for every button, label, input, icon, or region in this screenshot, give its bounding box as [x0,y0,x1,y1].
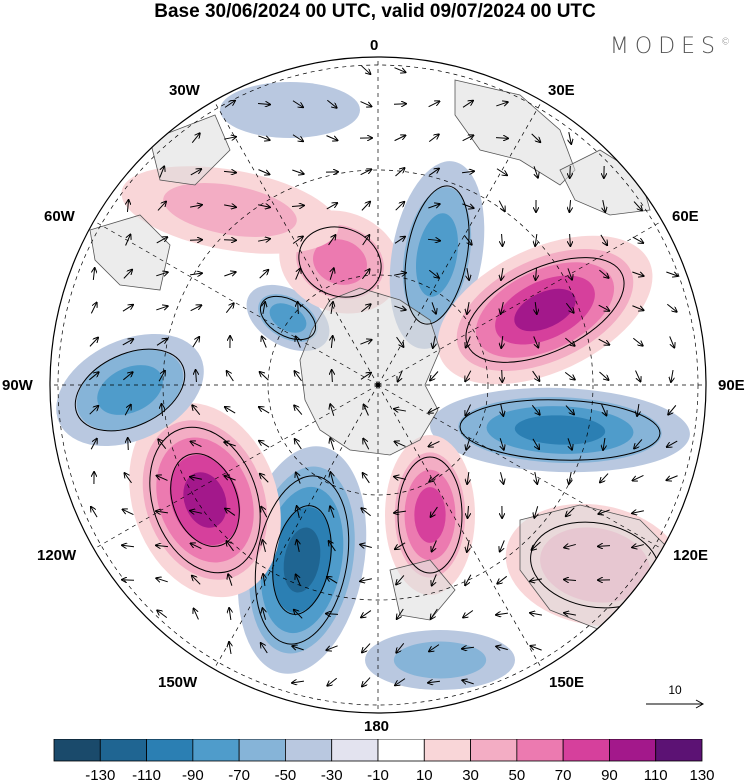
colorbar-tick-label: 130 [677,767,727,784]
lon-label-180: 180 [364,718,389,735]
colorbar-swatch [239,739,285,761]
lon-label-120e: 120E [673,547,708,564]
colorbar-swatch [471,739,517,761]
colorbar-tick-label: -90 [168,767,218,784]
anomaly-contour [220,82,360,138]
colorbar-swatch [656,739,702,761]
colorbar-swatch [563,739,609,761]
colorbar-swatch [193,739,239,761]
anomaly-contour [414,487,445,543]
colorbar-swatch [332,739,378,761]
colorbar-swatch [517,739,563,761]
colorbar-swatch [54,739,100,761]
colorbar-tick-label: 70 [538,767,588,784]
colorbar-tick-label: -70 [214,767,264,784]
colorbar-tick-label: 30 [446,767,496,784]
colorbar-tick-label: -30 [307,767,357,784]
colorbar-tick-label: 110 [631,767,681,784]
colorbar-tick-label: -10 [353,767,403,784]
lon-label-30e: 30E [548,82,575,99]
reference-vector-label: 10 [644,683,706,697]
colorbar-swatch [378,739,424,761]
wind-vector [502,370,503,382]
colorbar [52,739,704,765]
reference-arrow-icon [644,697,706,711]
lon-label-60w: 60W [44,208,75,225]
colorbar-swatch [147,739,193,761]
colorbar-tick-label: -110 [122,767,172,784]
colorbar-tick-label: 50 [492,767,542,784]
colorbar-tick-label: 10 [399,767,449,784]
colorbar-tick-label: 90 [584,767,634,784]
wind-vector [190,240,202,241]
reference-vector: 10 [644,683,706,716]
colorbar-swatch [285,739,331,761]
colorbar-swatch [424,739,470,761]
south-pole-marker [376,383,381,388]
wind-vector [224,240,236,241]
colorbar-swatch [100,739,146,761]
lon-label-90w: 90W [2,377,33,394]
lon-label-90e: 90E [718,377,745,394]
colorbar-tick-label: -130 [75,767,125,784]
wind-vector [298,302,299,314]
lon-label-150e: 150E [549,674,584,691]
lon-label-60e: 60E [672,208,699,225]
lon-label-150w: 150W [158,674,197,691]
wind-vector [394,104,406,105]
wind-vector [128,438,129,450]
lon-label-120w: 120W [37,547,76,564]
colorbar-swatch [609,739,655,761]
colorbar-tick-label: -50 [260,767,310,784]
lon-label-30w: 30W [169,82,200,99]
lon-label-0: 0 [370,37,378,54]
wind-vector [570,166,571,178]
